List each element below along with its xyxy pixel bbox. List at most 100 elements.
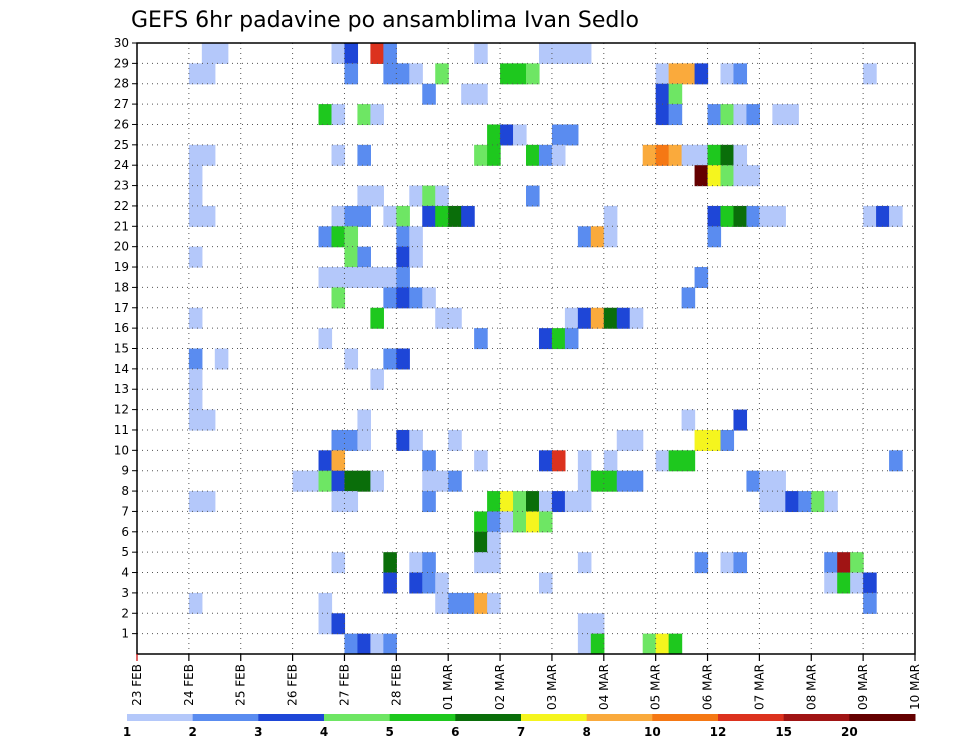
heatmap-cell [474, 450, 488, 472]
heatmap-cell [422, 491, 436, 513]
heatmap-cell [487, 511, 501, 533]
heatmap-cell [837, 572, 851, 594]
heatmap-cell [655, 83, 670, 105]
heatmap-cell [396, 348, 410, 370]
heatmap-cell [487, 124, 501, 146]
heatmap-cell [772, 491, 786, 513]
heatmap-cell [383, 63, 397, 85]
heatmap-cell [188, 409, 203, 431]
heatmap-cell [850, 572, 864, 594]
heatmap-cell [564, 491, 579, 513]
heatmap-cell [681, 144, 696, 166]
y-tick-label: 13 [114, 382, 129, 396]
heatmap-cell [214, 43, 229, 64]
heatmap-cell [201, 43, 216, 64]
heatmap-cell [746, 104, 760, 126]
heatmap-cell [188, 307, 203, 329]
heatmap-cell [331, 205, 346, 227]
heatmap-cell [551, 124, 566, 146]
heatmap-cell [655, 104, 670, 126]
heatmap-cell [577, 613, 592, 635]
colorbar-label: 8 [582, 725, 590, 739]
heatmap-cell [707, 429, 722, 451]
grid-lines [137, 43, 915, 654]
heatmap-cell [694, 552, 709, 574]
chart-title: GEFS 6hr padavine po ansamblima Ivan Sed… [131, 8, 639, 33]
colorbar-label: 12 [710, 725, 727, 739]
heatmap-cell [720, 429, 735, 451]
heatmap-cell [370, 307, 384, 329]
y-tick-label: 25 [114, 138, 129, 152]
heatmap-cell [344, 226, 359, 248]
heatmap-cell [772, 104, 786, 126]
heatmap-cell [642, 144, 657, 166]
y-tick-label: 15 [114, 342, 129, 356]
heatmap-cell [694, 144, 709, 166]
heatmap-cell [409, 185, 423, 207]
heatmap-cell [889, 450, 903, 472]
colorbar-swatch [455, 714, 522, 721]
x-tick-label: 24 FEB [182, 664, 196, 706]
heatmap-cell [370, 470, 384, 492]
heatmap-cell [383, 633, 397, 654]
heatmap-cell [318, 450, 333, 472]
y-tick-label: 24 [114, 158, 129, 172]
colorbar-swatch [258, 714, 325, 721]
heatmap-cell [720, 205, 735, 227]
heatmap-cell [577, 552, 592, 574]
heatmap-cell [772, 470, 786, 492]
heatmap-cell [188, 389, 203, 411]
heatmap-cell [785, 491, 799, 513]
y-tick-label: 29 [114, 56, 129, 70]
heatmap-cell [448, 205, 462, 227]
heatmap-cell [694, 63, 709, 85]
heatmap-cell [564, 124, 579, 146]
heatmap-cell [357, 185, 371, 207]
x-axis: 23 FEB 24 FEB 25 FEB 26 FEB 27 FEB 28 FEB 01 M… [130, 654, 922, 710]
heatmap-cell [863, 63, 877, 85]
heatmap-cell [370, 633, 384, 654]
heatmap-cell [448, 592, 462, 614]
y-tick-label: 27 [114, 97, 129, 111]
y-tick-label: 23 [114, 179, 129, 193]
heatmap-cell [409, 246, 423, 268]
heatmap-cell [461, 205, 475, 227]
heatmap-cell [655, 144, 670, 166]
heatmap-cell [487, 592, 501, 614]
colorbar-swatch [586, 714, 653, 721]
heatmap-cells [188, 43, 903, 654]
heatmap-cell [551, 328, 566, 350]
heatmap-cell [863, 205, 877, 227]
heatmap-cell [577, 491, 592, 513]
heatmap-cell [694, 267, 709, 288]
heatmap-cell [526, 63, 540, 85]
heatmap-cell [461, 83, 475, 105]
heatmap-cell [318, 613, 333, 635]
heatmap-cell [629, 429, 644, 451]
heatmap-cell [383, 43, 397, 64]
heatmap-cell [577, 43, 592, 64]
heatmap-cell [538, 572, 553, 594]
heatmap-cell [201, 63, 216, 85]
y-tick-label: 9 [121, 464, 129, 478]
heatmap-cell [577, 307, 592, 329]
heatmap-cell [435, 205, 449, 227]
y-tick-label: 3 [121, 586, 129, 600]
heatmap-cell [538, 144, 553, 166]
heatmap-cell [707, 104, 722, 126]
heatmap-cell [616, 429, 631, 451]
colorbar-label: 1 [123, 725, 131, 739]
heatmap-cell [422, 470, 436, 492]
heatmap-cell [487, 552, 501, 574]
heatmap-cell [655, 633, 670, 654]
colorbar-label: 7 [517, 725, 525, 739]
heatmap-cell [733, 104, 748, 126]
heatmap-cell [318, 226, 333, 248]
y-axis: 1234567891011121314151617181920212223242… [114, 36, 137, 641]
heatmap-cell [188, 348, 203, 370]
heatmap-cell [357, 470, 371, 492]
heatmap-cell [629, 470, 644, 492]
colorbar-label: 10 [644, 725, 661, 739]
heatmap-cell [824, 552, 838, 574]
heatmap-cell [526, 144, 540, 166]
